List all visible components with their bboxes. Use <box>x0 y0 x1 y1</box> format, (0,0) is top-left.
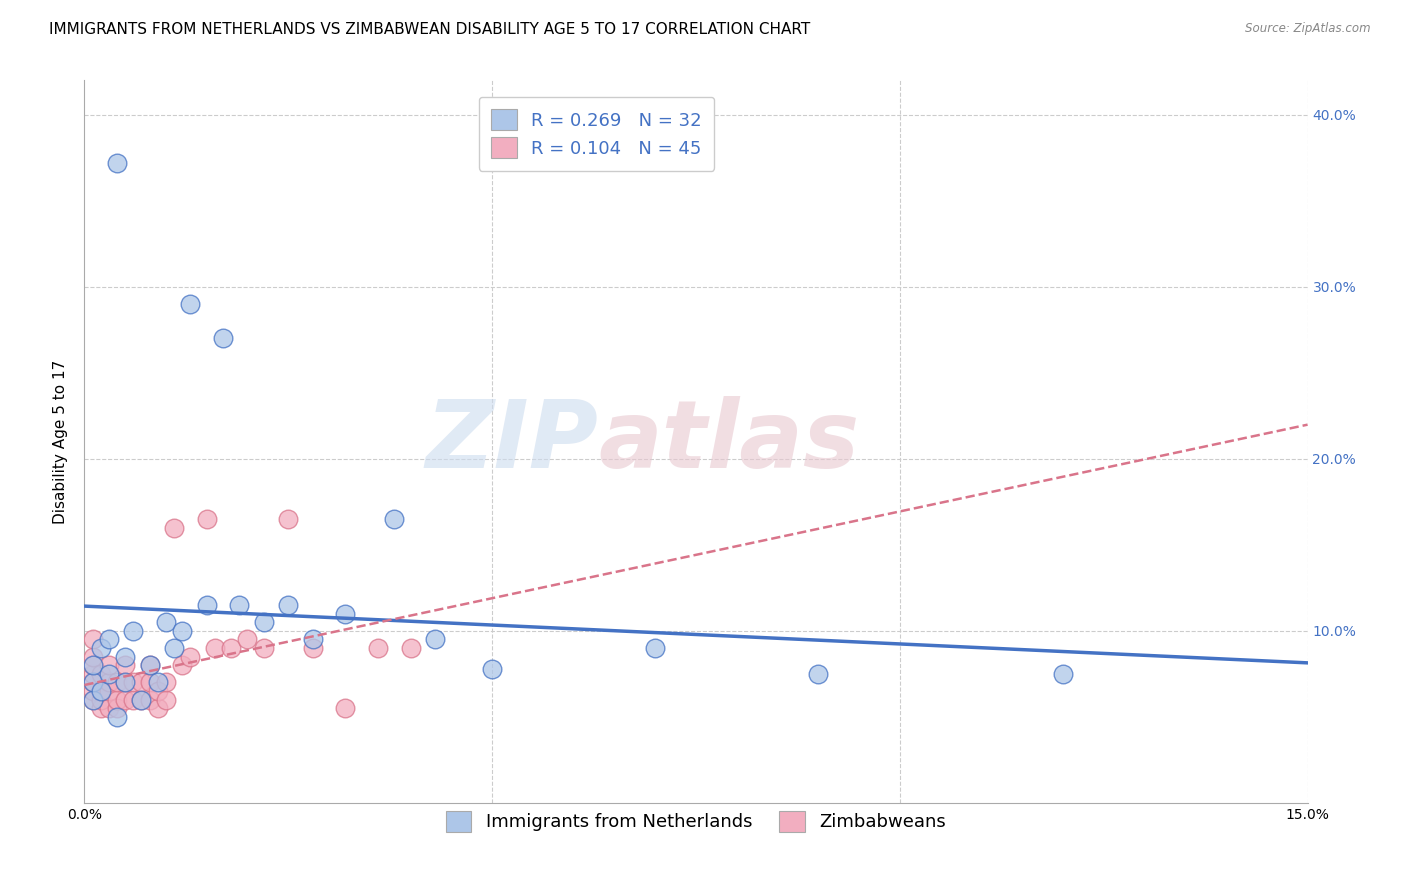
Point <box>105 675 128 690</box>
Text: ZIP: ZIP <box>425 395 598 488</box>
Point <box>131 692 153 706</box>
Point <box>367 640 389 655</box>
Point <box>114 692 136 706</box>
Point <box>82 692 104 706</box>
Point <box>122 692 145 706</box>
Point <box>195 598 218 612</box>
Point <box>172 624 194 638</box>
Point <box>163 520 186 534</box>
Point <box>97 632 120 647</box>
Point <box>82 684 104 698</box>
Point <box>644 640 666 655</box>
Point <box>138 658 160 673</box>
Point <box>138 675 160 690</box>
Point <box>105 156 128 170</box>
Point <box>1052 666 1074 681</box>
Point <box>114 675 136 690</box>
Point <box>179 297 201 311</box>
Point <box>228 598 250 612</box>
Point <box>277 598 299 612</box>
Legend: Immigrants from Netherlands, Zimbabweans: Immigrants from Netherlands, Zimbabweans <box>433 798 959 845</box>
Point <box>131 692 153 706</box>
Point <box>301 640 323 655</box>
Point <box>105 710 128 724</box>
Text: IMMIGRANTS FROM NETHERLANDS VS ZIMBABWEAN DISABILITY AGE 5 TO 17 CORRELATION CHA: IMMIGRANTS FROM NETHERLANDS VS ZIMBABWEA… <box>49 22 810 37</box>
Point <box>236 632 259 647</box>
Point <box>90 684 112 698</box>
Point <box>114 658 136 673</box>
Point <box>97 675 120 690</box>
Point <box>122 624 145 638</box>
Point <box>219 640 242 655</box>
Point <box>82 675 104 690</box>
Point <box>179 649 201 664</box>
Point <box>138 658 160 673</box>
Point <box>114 649 136 664</box>
Point <box>146 684 169 698</box>
Point <box>146 675 169 690</box>
Point <box>82 649 104 664</box>
Point <box>97 684 120 698</box>
Point <box>481 662 503 676</box>
Point <box>155 675 177 690</box>
Text: Source: ZipAtlas.com: Source: ZipAtlas.com <box>1246 22 1371 36</box>
Point <box>97 666 120 681</box>
Point <box>82 666 104 681</box>
Point <box>335 701 357 715</box>
Point <box>301 632 323 647</box>
Point <box>105 701 128 715</box>
Point <box>105 692 128 706</box>
Point <box>90 692 112 706</box>
Point <box>172 658 194 673</box>
Point <box>138 692 160 706</box>
Point <box>82 675 104 690</box>
Point <box>163 640 186 655</box>
Point <box>399 640 422 655</box>
Point <box>90 640 112 655</box>
Point <box>155 615 177 630</box>
Text: atlas: atlas <box>598 395 859 488</box>
Point <box>335 607 357 621</box>
Point <box>807 666 830 681</box>
Point <box>97 658 120 673</box>
Point <box>212 331 235 345</box>
Point <box>114 675 136 690</box>
Point <box>97 701 120 715</box>
Point <box>253 615 276 630</box>
Point <box>253 640 276 655</box>
Point <box>204 640 226 655</box>
Point <box>195 512 218 526</box>
Point <box>423 632 446 647</box>
Point <box>90 684 112 698</box>
Point <box>90 666 112 681</box>
Point <box>146 701 169 715</box>
Point <box>82 658 104 673</box>
Point <box>122 675 145 690</box>
Point <box>131 675 153 690</box>
Point <box>82 692 104 706</box>
Point <box>155 692 177 706</box>
Point <box>82 658 104 673</box>
Point <box>277 512 299 526</box>
Point <box>90 701 112 715</box>
Y-axis label: Disability Age 5 to 17: Disability Age 5 to 17 <box>53 359 69 524</box>
Point <box>382 512 405 526</box>
Point <box>82 632 104 647</box>
